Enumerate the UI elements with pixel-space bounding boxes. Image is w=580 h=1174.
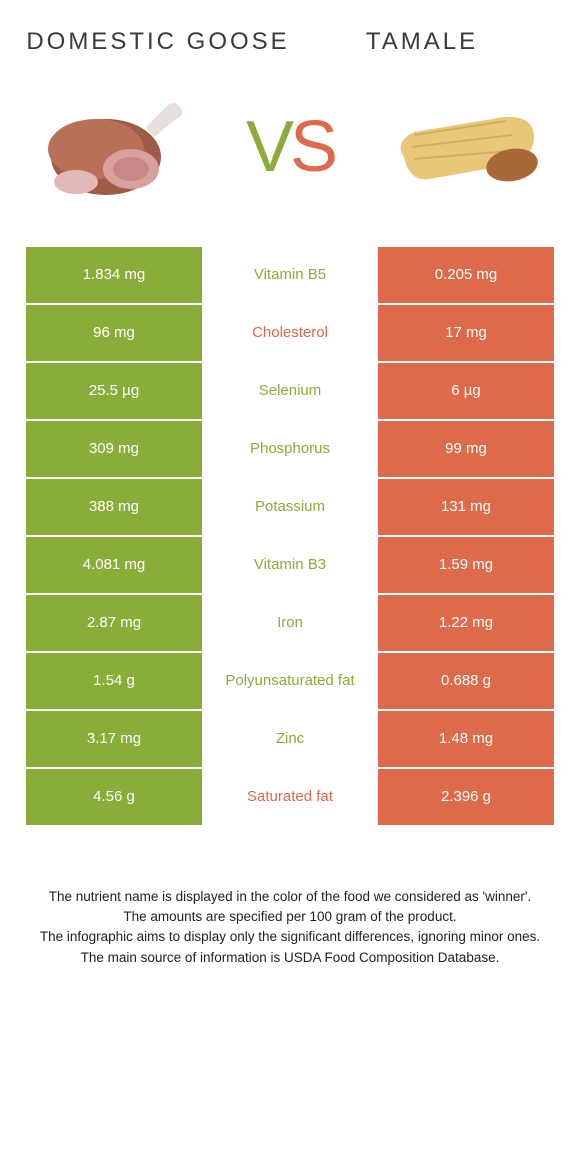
nutrient-label: Phosphorus: [202, 421, 378, 477]
right-value: 0.205 mg: [378, 247, 554, 303]
nutrient-label: Selenium: [202, 363, 378, 419]
nutrient-label: Vitamin B5: [202, 247, 378, 303]
nutrient-label: Vitamin B3: [202, 537, 378, 593]
footnotes: The nutrient name is displayed in the co…: [26, 887, 554, 968]
right-title: Tamale: [290, 28, 554, 57]
goose-icon: [36, 87, 196, 207]
left-value: 4.081 mg: [26, 537, 202, 593]
left-value: 309 mg: [26, 421, 202, 477]
footnote-line: The nutrient name is displayed in the co…: [34, 887, 546, 907]
tamale-image: [384, 87, 544, 207]
infographic-container: Domestic goose Tamale VS: [0, 0, 580, 988]
right-value: 99 mg: [378, 421, 554, 477]
table-row: 309 mgPhosphorus99 mg: [26, 421, 554, 479]
right-value: 6 µg: [378, 363, 554, 419]
tamale-icon: [384, 87, 544, 207]
left-value: 388 mg: [26, 479, 202, 535]
left-value: 96 mg: [26, 305, 202, 361]
left-value: 25.5 µg: [26, 363, 202, 419]
table-row: 388 mgPotassium131 mg: [26, 479, 554, 537]
nutrient-label: Iron: [202, 595, 378, 651]
left-value: 1.54 g: [26, 653, 202, 709]
nutrient-label: Saturated fat: [202, 769, 378, 825]
nutrient-label: Polyunsaturated fat: [202, 653, 378, 709]
table-row: 3.17 mgZinc1.48 mg: [26, 711, 554, 769]
vs-s: S: [290, 107, 334, 187]
nutrient-label: Cholesterol: [202, 305, 378, 361]
right-value: 0.688 g: [378, 653, 554, 709]
right-value: 1.48 mg: [378, 711, 554, 767]
table-row: 1.834 mgVitamin B50.205 mg: [26, 247, 554, 305]
left-value: 1.834 mg: [26, 247, 202, 303]
left-value: 3.17 mg: [26, 711, 202, 767]
goose-image: [36, 87, 196, 207]
hero-row: VS: [26, 87, 554, 207]
right-value: 131 mg: [378, 479, 554, 535]
right-value: 2.396 g: [378, 769, 554, 825]
footnote-line: The amounts are specified per 100 gram o…: [34, 907, 546, 927]
table-row: 2.87 mgIron1.22 mg: [26, 595, 554, 653]
nutrient-label: Zinc: [202, 711, 378, 767]
right-value: 17 mg: [378, 305, 554, 361]
right-value: 1.59 mg: [378, 537, 554, 593]
footnote-line: The infographic aims to display only the…: [34, 927, 546, 947]
footnote-line: The main source of information is USDA F…: [34, 948, 546, 968]
left-title: Domestic goose: [26, 28, 290, 57]
table-row: 1.54 gPolyunsaturated fat0.688 g: [26, 653, 554, 711]
table-row: 96 mgCholesterol17 mg: [26, 305, 554, 363]
nutrient-table: 1.834 mgVitamin B50.205 mg96 mgCholester…: [26, 247, 554, 827]
vs-v: V: [246, 107, 290, 187]
vs-label: VS: [246, 106, 334, 188]
nutrient-label: Potassium: [202, 479, 378, 535]
table-row: 4.56 gSaturated fat2.396 g: [26, 769, 554, 827]
left-value: 2.87 mg: [26, 595, 202, 651]
left-value: 4.56 g: [26, 769, 202, 825]
titles-row: Domestic goose Tamale: [26, 28, 554, 57]
right-value: 1.22 mg: [378, 595, 554, 651]
table-row: 25.5 µgSelenium6 µg: [26, 363, 554, 421]
table-row: 4.081 mgVitamin B31.59 mg: [26, 537, 554, 595]
